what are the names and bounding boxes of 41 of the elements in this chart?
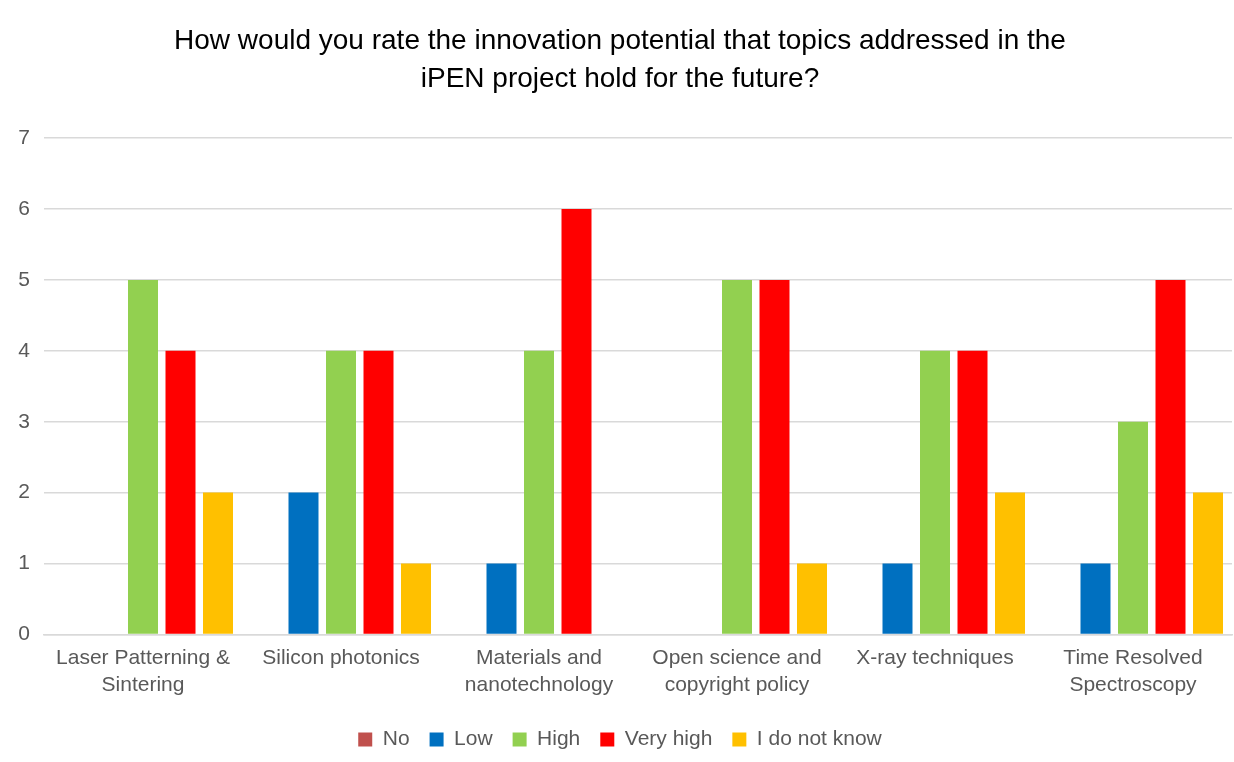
bar xyxy=(203,492,233,634)
y-tick-label: 6 xyxy=(18,195,30,219)
chart-title: How would you rate the innovation potential that topics addressed in the iPEN project hold for the future? xyxy=(174,23,1066,93)
bar xyxy=(722,279,752,634)
bar xyxy=(920,350,950,634)
bar xyxy=(797,563,827,634)
legend-label: No xyxy=(382,726,410,750)
x-tick-label: X-ray techniques xyxy=(856,644,1014,668)
legend-label: Very high xyxy=(624,726,713,750)
bar xyxy=(288,492,319,634)
y-tick-label: 4 xyxy=(18,337,31,361)
bar xyxy=(401,563,431,634)
x-tick-label: Open science and copyright policy xyxy=(652,644,822,696)
bar xyxy=(486,563,517,634)
bar xyxy=(363,350,394,634)
y-tick-label: 3 xyxy=(18,408,30,432)
x-tick-label: Laser Patterning & Sintering xyxy=(56,644,230,696)
bar xyxy=(128,279,158,634)
bar xyxy=(882,563,913,634)
bar xyxy=(1155,279,1186,634)
legend-label: Low xyxy=(454,726,494,750)
y-tick-label: 7 xyxy=(18,124,30,148)
x-tick-label: Materials and nanotechnology xyxy=(464,644,614,696)
bar xyxy=(995,492,1025,634)
bar xyxy=(1118,421,1148,634)
x-tick-label: Time Resolved Spectroscopy xyxy=(1063,644,1203,696)
bar xyxy=(957,350,988,634)
y-tick-label: 5 xyxy=(18,266,30,290)
bar xyxy=(524,350,554,634)
y-tick-label: 1 xyxy=(18,550,30,574)
bar xyxy=(165,350,196,634)
y-tick-label: 2 xyxy=(18,479,30,503)
bar xyxy=(759,279,790,634)
bar xyxy=(561,209,592,634)
legend-label: I do not know xyxy=(756,726,883,750)
bar xyxy=(1193,492,1223,634)
x-tick-label: Silicon photonics xyxy=(262,644,420,668)
y-tick-label: 0 xyxy=(18,621,30,645)
bar xyxy=(326,350,356,634)
legend-label: High xyxy=(537,726,581,750)
bar xyxy=(1080,563,1111,634)
